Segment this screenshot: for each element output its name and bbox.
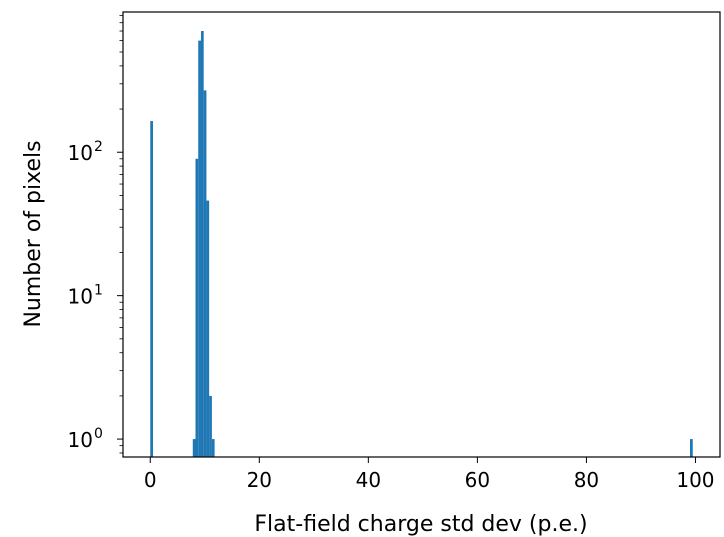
x-tick-label: 40 [356,468,381,492]
histogram-bar [200,31,204,458]
histogram-bars [150,31,693,458]
histogram-bar [195,158,199,458]
histogram-bar [192,439,196,457]
plot-area-frame [122,11,721,458]
y-tick-label-exponent: 2 [94,139,103,155]
histogram-bar [211,439,215,457]
histogram-bar [209,395,212,457]
y-tick-label: 10 [68,285,93,309]
y-tick-label: 10 [68,141,93,165]
x-tick-label: 0 [144,468,157,492]
histogram-bar [150,121,153,457]
y-tick-label-exponent: 1 [94,283,103,299]
histogram-bar [203,90,207,458]
y-tick-label-exponent: 0 [94,426,103,442]
y-axis-label: Number of pixels [21,140,46,327]
x-tick-label: 60 [465,468,490,492]
histogram-bar [198,40,201,458]
x-tick-label: 80 [574,468,599,492]
histogram-bar [690,439,693,457]
x-tick-label: 100 [676,468,714,492]
histogram-bar [206,200,210,457]
x-tick-label: 20 [247,468,272,492]
x-axis-label: Flat-field charge std dev (p.e.) [254,512,587,537]
y-tick-label: 10 [68,428,93,452]
